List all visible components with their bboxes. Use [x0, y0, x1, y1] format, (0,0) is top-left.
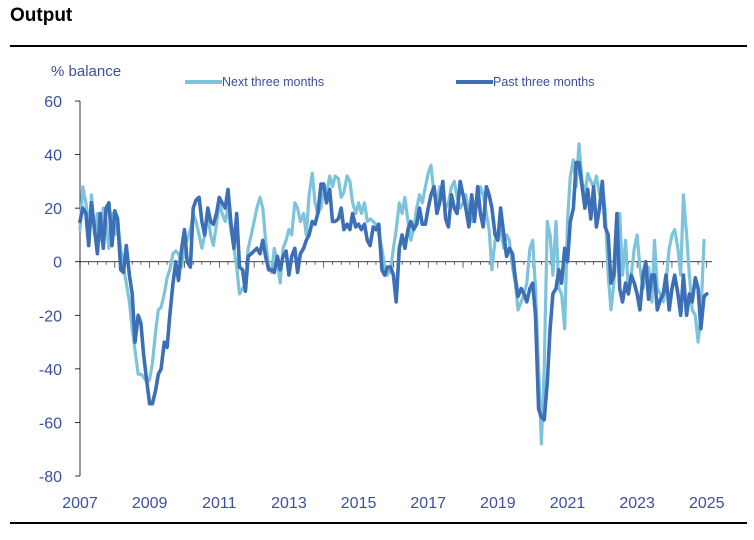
y-tick-label: 60 [44, 94, 62, 111]
x-tick-label: 2015 [341, 495, 377, 512]
y-tick-label: 40 [44, 148, 62, 165]
legend-label-past-three-months: Past three months [493, 75, 594, 89]
x-tick-label: 2021 [550, 495, 586, 512]
series-layer [78, 142, 709, 446]
x-axis-ticks: 2007 2009 2011 2013 2015 2017 2019 2021 2023 2025 [62, 261, 725, 512]
y-tick-label: -20 [39, 308, 62, 325]
x-tick-label: 2011 [202, 495, 237, 512]
legend: Next three months Past three months [185, 75, 594, 89]
y-axis-label: % balance [51, 63, 121, 80]
top-rule [10, 45, 747, 47]
y-tick-label: -60 [39, 415, 62, 432]
x-tick-label: 2013 [271, 495, 307, 512]
y-tick-label: -40 [39, 362, 62, 379]
x-tick-label: 2019 [480, 495, 516, 512]
series-line-past-three-months [78, 160, 709, 422]
y-tick-label: -80 [39, 469, 62, 486]
x-tick-label: 2009 [132, 495, 168, 512]
x-tick-label: 2007 [62, 495, 98, 512]
y-tick-label: 0 [53, 255, 62, 272]
x-tick-label: 2025 [689, 495, 725, 512]
y-tick-label: 20 [44, 201, 62, 218]
chart-title: Output [10, 5, 73, 26]
x-tick-label: 2023 [619, 495, 655, 512]
y-axis-ticks: 60 40 20 0 -20 -40 -60 -80 [39, 94, 80, 486]
legend-label-next-three-months: Next three months [222, 75, 324, 89]
x-tick-label: 2017 [410, 495, 446, 512]
bottom-rule [10, 522, 747, 524]
